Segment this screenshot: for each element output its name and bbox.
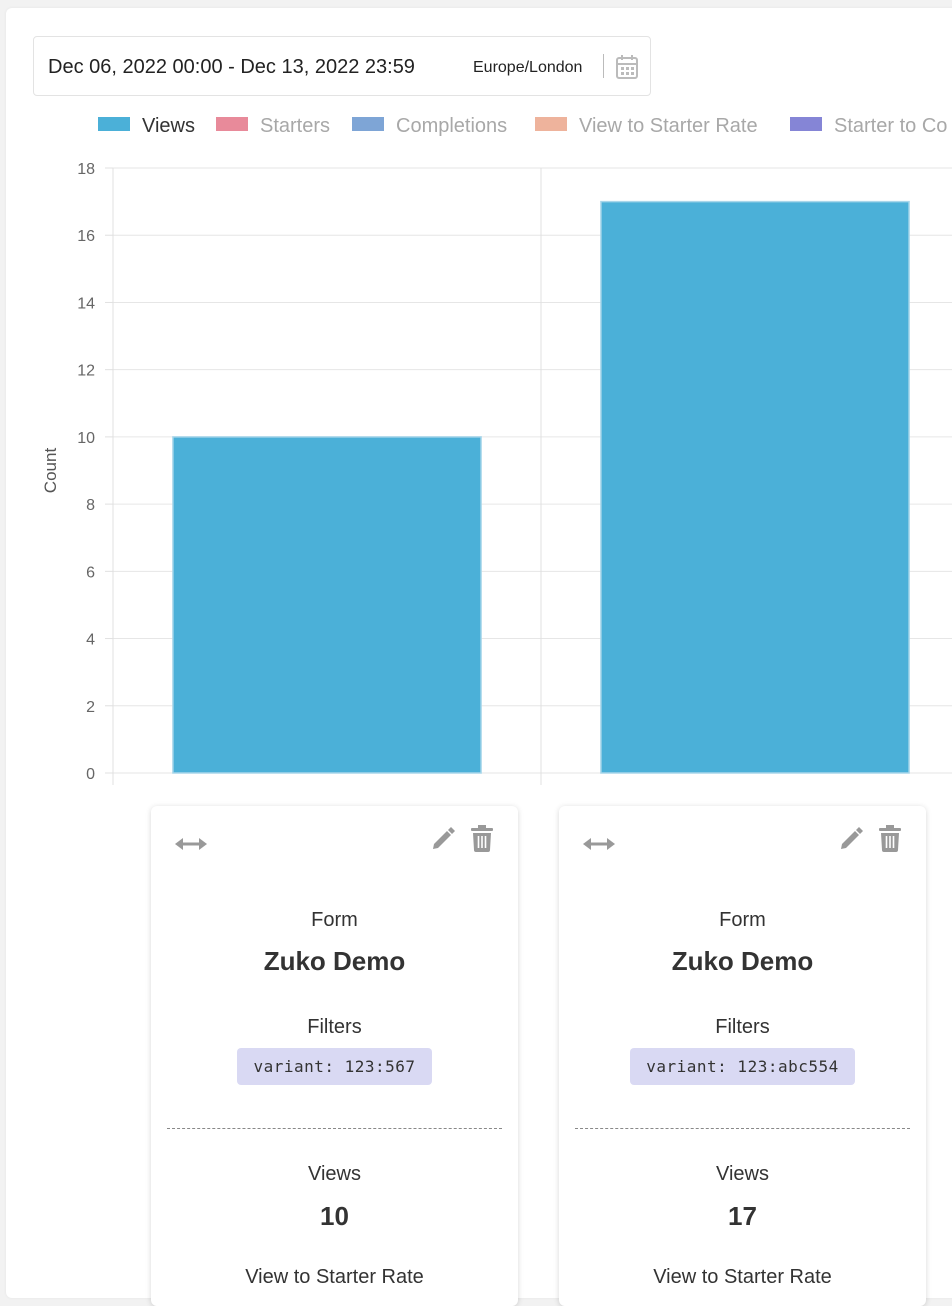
timezone-label: Europe/London xyxy=(473,59,583,76)
views-value: 10 xyxy=(320,1201,349,1231)
picker-separator xyxy=(603,54,604,78)
legend-label: Completions xyxy=(396,115,507,137)
y-tick-label: 8 xyxy=(86,497,95,514)
horizontal-arrows-icon[interactable] xyxy=(175,836,207,852)
date-range-picker[interactable]: Dec 06, 2022 00:00 - Dec 13, 2022 23:59 … xyxy=(33,36,651,96)
legend-swatch xyxy=(98,117,130,131)
comparison-card: Form Zuko Demo Filters variant: 123:abc5… xyxy=(559,806,926,1306)
legend-item-completions[interactable]: Completions xyxy=(352,115,507,137)
pencil-icon[interactable] xyxy=(838,826,864,852)
views-label: Views xyxy=(716,1163,769,1185)
legend-item-starters[interactable]: Starters xyxy=(216,115,330,137)
y-axis-label: Count xyxy=(41,448,60,494)
comparison-card: Form Zuko Demo Filters variant: 123:567 … xyxy=(151,806,518,1306)
form-label: Form xyxy=(719,909,766,931)
filters-label: Filters xyxy=(715,1016,770,1038)
filters-label: Filters xyxy=(307,1016,362,1038)
y-tick-label: 18 xyxy=(77,161,95,178)
form-name: Zuko Demo xyxy=(263,946,406,976)
legend-label: Starters xyxy=(260,115,330,137)
card-divider xyxy=(575,1128,910,1129)
trash-icon[interactable] xyxy=(878,825,902,852)
legend-item-view-to-starter-rate[interactable]: View to Starter Rate xyxy=(535,115,758,137)
views-value: 17 xyxy=(728,1201,757,1231)
filter-badge: variant: 123:abc554 xyxy=(630,1048,855,1085)
y-tick-label: 16 xyxy=(77,228,95,245)
form-name: Zuko Demo xyxy=(671,946,814,976)
horizontal-arrows-icon[interactable] xyxy=(583,836,615,852)
y-tick-label: 4 xyxy=(86,632,95,649)
form-label: Form xyxy=(311,909,358,931)
y-tick-label: 10 xyxy=(77,430,95,447)
card-divider xyxy=(167,1128,502,1129)
legend-swatch xyxy=(790,117,822,131)
calendar-icon[interactable] xyxy=(615,54,639,80)
legend-label: View to Starter Rate xyxy=(579,115,758,137)
legend-label: Views xyxy=(142,115,195,137)
y-tick-label: 12 xyxy=(77,363,95,380)
trash-icon[interactable] xyxy=(470,825,494,852)
date-range-text: Dec 06, 2022 00:00 - Dec 13, 2022 23:59 xyxy=(48,56,415,78)
bar-views[interactable] xyxy=(172,436,482,774)
legend-item-views[interactable]: Views xyxy=(98,115,195,137)
legend-label: Starter to Co xyxy=(834,115,947,137)
y-tick-label: 14 xyxy=(77,295,95,312)
legend-swatch xyxy=(216,117,248,131)
legend-swatch xyxy=(535,117,567,131)
filter-badge: variant: 123:567 xyxy=(237,1048,432,1085)
y-tick-label: 6 xyxy=(86,564,95,581)
bar-chart: 0 2 4 6 8 10 12 14 16 18 Count Views Starters Complet… xyxy=(41,115,952,785)
legend-item-starter-to-co[interactable]: Starter to Co xyxy=(790,115,947,137)
pencil-icon[interactable] xyxy=(430,826,456,852)
legend-swatch xyxy=(352,117,384,131)
bar-views[interactable] xyxy=(600,200,910,774)
y-tick-label: 0 xyxy=(86,766,95,783)
views-label: Views xyxy=(308,1163,361,1185)
y-tick-label: 2 xyxy=(86,699,95,716)
